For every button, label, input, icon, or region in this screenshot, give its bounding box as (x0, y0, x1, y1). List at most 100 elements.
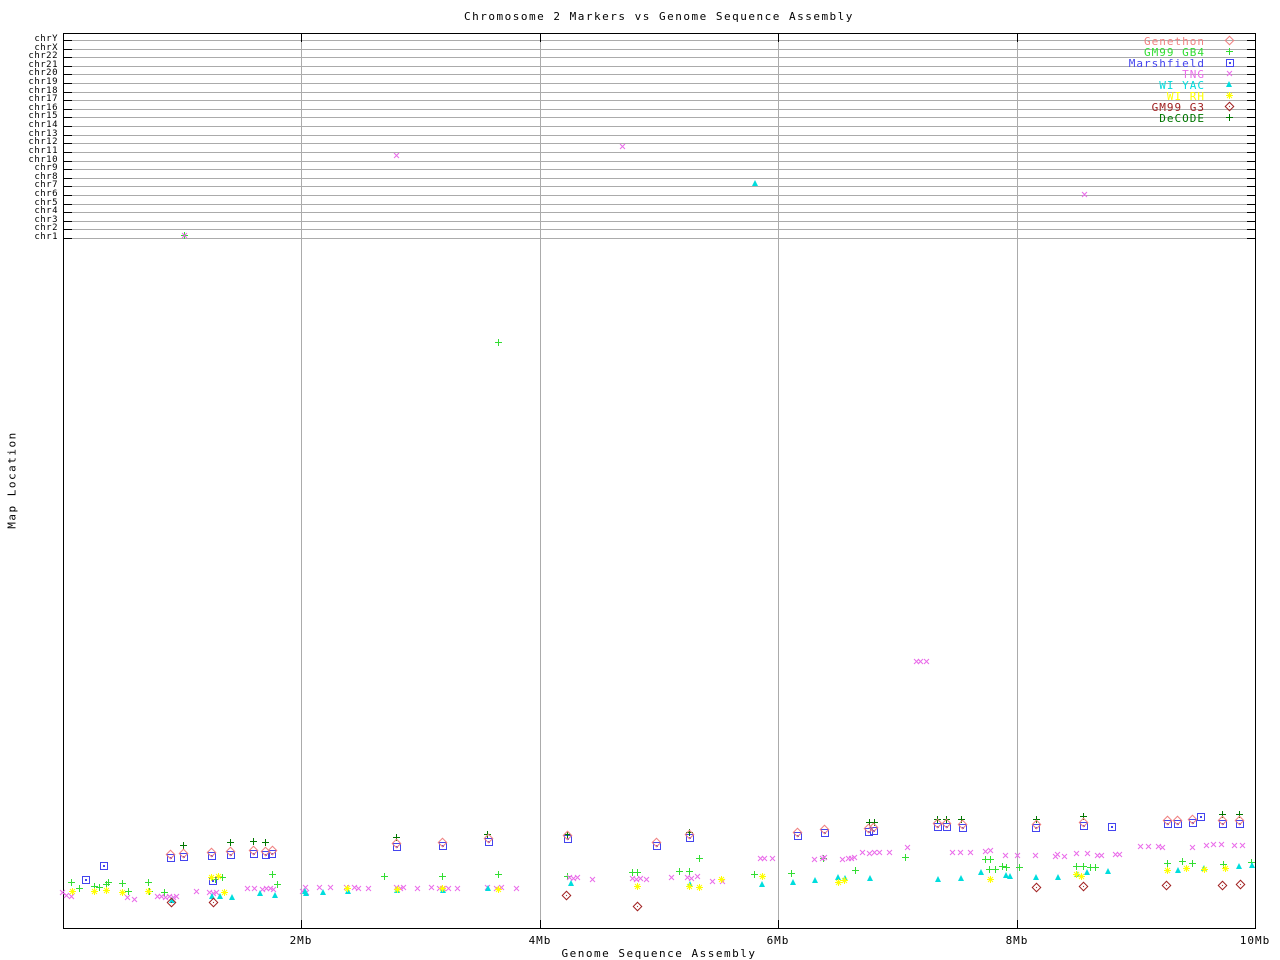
data-point-gm99-gb4 (852, 867, 859, 874)
y-tick-mark (64, 100, 72, 101)
legend-symbol-gm99-g3-icon (1224, 101, 1235, 112)
data-point-gm99-gb4 (1003, 864, 1010, 871)
data-point-wi-yac (935, 876, 941, 882)
data-point-tng (1052, 853, 1059, 860)
data-point-tng (454, 885, 461, 892)
data-point-wi-rh (1201, 866, 1208, 873)
data-point-gm99-gb4 (696, 855, 703, 862)
data-point-wi-yac (1249, 862, 1255, 868)
data-point-decode (871, 819, 878, 826)
data-point-tng (1061, 853, 1068, 860)
data-point-decode (1236, 811, 1243, 818)
data-point-tng (1084, 850, 1091, 857)
data-point-marshfield (393, 843, 401, 851)
data-point-gm99-gb4 (495, 871, 502, 878)
y-tick-mark (64, 169, 72, 170)
data-point-wi-yac (485, 885, 491, 891)
gridline-horizontal (64, 169, 1254, 170)
data-point-gm99-gb4 (1189, 860, 1196, 867)
y-tick-label: chr20 (28, 68, 58, 78)
legend-symbol-gm99-gb4-icon (1226, 48, 1233, 55)
data-point-tng (1189, 844, 1196, 851)
data-point-decode (1219, 811, 1226, 818)
gridline-vertical (778, 34, 779, 927)
y-tick-mark (1247, 238, 1255, 239)
y-tick-mark (64, 229, 72, 230)
data-point-tng (668, 874, 675, 881)
data-point-wi-rh (835, 879, 842, 886)
data-point-gm99-g3 (1161, 880, 1172, 891)
y-tick-mark (1247, 195, 1255, 196)
legend-label-gm99-gb4: GM99 GB4 (1144, 46, 1205, 59)
data-point-marshfield (1236, 820, 1244, 828)
data-point-marshfield (794, 832, 802, 840)
gridline-vertical (301, 34, 302, 927)
data-point-gm99-gb4 (999, 863, 1006, 870)
data-point-wi-yac (1084, 869, 1090, 875)
data-point-decode (484, 831, 491, 838)
data-point-wi-rh (119, 889, 126, 896)
legend-label-wi-yac: WI YAC (1159, 79, 1205, 92)
data-point-decode (564, 831, 571, 838)
data-point-gm99-g3 (1031, 882, 1042, 893)
y-tick-mark (64, 109, 72, 110)
data-point-decode (393, 834, 400, 841)
data-point-wi-rh (634, 883, 641, 890)
x-tick-label: 2Mb (289, 934, 313, 947)
data-point-wi-rh (145, 888, 152, 895)
data-point-tng (923, 658, 930, 665)
data-point-wi-rh (841, 877, 848, 884)
data-point-gm99-gb4 (439, 873, 446, 880)
y-tick-mark (1247, 152, 1255, 153)
data-point-gm99-gb4 (676, 868, 683, 875)
data-point-tng (193, 888, 200, 895)
data-point-tng (957, 849, 964, 856)
gridline-horizontal (64, 143, 1254, 144)
data-point-marshfield (943, 823, 951, 831)
data-point-marshfield (180, 853, 188, 861)
gridline-horizontal (64, 40, 1254, 41)
data-point-tng (949, 849, 956, 856)
gridline-horizontal (64, 161, 1254, 162)
x-tick-mark (1017, 920, 1018, 928)
y-tick-label: chrY (34, 34, 58, 44)
data-point-tng (327, 884, 334, 891)
data-point-wi-yac (345, 888, 351, 894)
data-point-wi-yac (790, 879, 796, 885)
y-tick-mark (1247, 83, 1255, 84)
data-point-tng (428, 884, 435, 891)
data-point-tng (886, 849, 893, 856)
data-point-gm99-gb4 (788, 870, 795, 877)
data-point-tng (1218, 841, 1225, 848)
data-point-tng (393, 152, 400, 159)
y-tick-mark (64, 126, 72, 127)
x-tick-mark (1017, 34, 1018, 42)
data-point-wi-rh (1164, 867, 1171, 874)
legend-item-marshfield: Marshfield (1020, 58, 1244, 69)
data-point-wi-rh (208, 874, 215, 881)
y-tick-mark (64, 221, 72, 222)
data-point-decode (180, 842, 187, 849)
legend-symbol-genethon-icon (1224, 35, 1235, 46)
data-point-gm99-gb4 (96, 884, 103, 891)
data-point-tng (355, 885, 362, 892)
data-point-gm99-gb4 (1080, 863, 1087, 870)
y-tick-mark (1247, 204, 1255, 205)
y-tick-mark (1247, 57, 1255, 58)
data-point-wi-yac (217, 893, 223, 899)
data-point-tng (414, 885, 421, 892)
data-point-marshfield (167, 854, 175, 862)
gridline-horizontal (64, 229, 1254, 230)
gridline-horizontal (64, 135, 1254, 136)
legend-item-decode: DeCODE (1020, 113, 1244, 124)
legend-item-genethon: Genethon (1020, 35, 1244, 47)
y-tick-mark (1247, 66, 1255, 67)
y-tick-mark (64, 161, 72, 162)
data-point-tng (811, 856, 818, 863)
legend-symbol-decode-icon (1226, 114, 1233, 121)
data-point-gm99-gb4 (212, 876, 219, 883)
data-point-gm99-gb4 (982, 856, 989, 863)
data-point-wi-yac (978, 869, 984, 875)
gridline-vertical (540, 34, 541, 927)
data-point-tng (1073, 850, 1080, 857)
